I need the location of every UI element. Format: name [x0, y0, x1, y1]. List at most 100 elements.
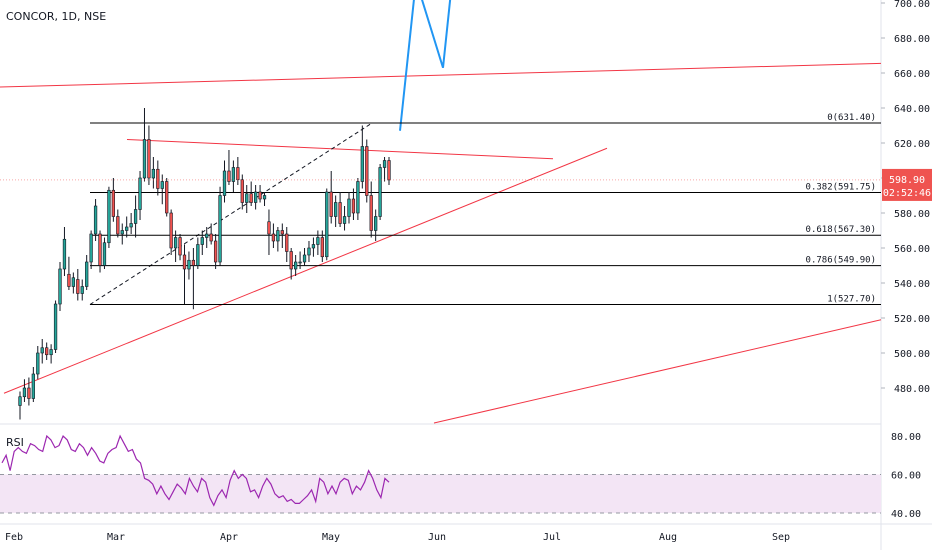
candle-body [187, 259, 191, 270]
candle-body [245, 193, 249, 203]
candle-body [280, 230, 284, 235]
candle [365, 139, 369, 203]
candle [111, 178, 115, 222]
candle-body [342, 216, 347, 224]
candle [196, 237, 200, 269]
candle [253, 185, 258, 210]
candle-body [338, 202, 342, 224]
candle-body [316, 237, 320, 245]
candle [62, 227, 67, 276]
candle [76, 269, 80, 301]
candle [245, 185, 249, 213]
candle [40, 339, 44, 364]
candle-body [289, 251, 293, 270]
candle-body [209, 233, 213, 242]
candle-body [227, 170, 231, 182]
candle [271, 223, 276, 248]
candle [85, 255, 89, 290]
candle [151, 157, 156, 189]
candle [93, 199, 98, 241]
candle [169, 209, 173, 255]
lower-channel-line [433, 319, 882, 424]
candle-body [267, 221, 271, 235]
candle-body [285, 233, 289, 252]
candle-body [365, 146, 369, 196]
candle-body [240, 179, 244, 203]
candle-body [85, 261, 89, 287]
chart-title: CONCOR, 1D, NSE [6, 10, 107, 23]
candle-body [165, 181, 169, 214]
candle [31, 367, 35, 402]
candle [378, 164, 382, 220]
candle-body [27, 387, 31, 399]
candle-body [356, 181, 360, 214]
price-tick-label: 620.00 [894, 139, 930, 150]
candle [298, 251, 302, 269]
candle [80, 279, 84, 301]
candle [178, 234, 182, 261]
candle [338, 192, 342, 227]
candle-body [31, 373, 35, 399]
last-price-value: 598.90 [889, 175, 925, 186]
candle-body [307, 247, 311, 256]
candle-body [49, 349, 53, 356]
rising-support-line [3, 147, 608, 394]
candle-body [191, 259, 196, 266]
candle-body [147, 139, 151, 179]
candle [27, 377, 31, 406]
candle-body [298, 261, 302, 264]
candle-body [196, 244, 200, 266]
candle-body [89, 233, 93, 263]
rsi-tick-label: 80.00 [891, 432, 921, 443]
candle-body [76, 279, 80, 294]
candle [200, 230, 204, 255]
rsi-band-fill [0, 474, 881, 513]
candle-body [133, 209, 138, 224]
candle [191, 248, 196, 310]
candle-body [200, 237, 204, 245]
candle [307, 241, 311, 262]
candle [209, 223, 213, 245]
candle [22, 379, 27, 402]
time-tick-label: Apr [220, 532, 238, 543]
price-tick-label: 480.00 [894, 384, 930, 395]
candle [320, 230, 324, 262]
rsi-tick-label: 40.00 [891, 509, 921, 520]
candle [218, 186, 222, 266]
price-tick-label: 500.00 [894, 349, 930, 360]
candle [138, 171, 142, 220]
top-resistance-line [0, 62, 882, 88]
candle [267, 209, 271, 255]
candle [316, 230, 320, 255]
fibonacci-levels: 0(631.40) 0.382(591.75) 0.618(567.30) 0.786… [90, 113, 881, 306]
candle [142, 108, 147, 182]
rsi-band [0, 474, 881, 514]
candle [236, 157, 240, 185]
candle-body [253, 191, 258, 203]
candle-body [222, 170, 227, 196]
candle-body [62, 238, 67, 270]
candle-body [311, 244, 316, 249]
candle [280, 223, 284, 248]
candle [18, 391, 22, 420]
candle [173, 230, 178, 262]
candle [360, 125, 364, 189]
candle-body [116, 216, 120, 235]
candle-body [369, 195, 373, 231]
candle-body [45, 347, 49, 356]
rsi-tick-label: 60.00 [891, 471, 921, 482]
price-tick-label: 640.00 [894, 104, 930, 115]
candle [258, 185, 262, 203]
time-tick-label: Feb [5, 532, 23, 543]
candle [276, 227, 280, 252]
candle [231, 160, 236, 192]
trend-lines [0, 0, 882, 424]
candle [102, 237, 107, 269]
candle [387, 157, 391, 185]
candle [213, 234, 218, 269]
candle-body [102, 242, 107, 266]
candle [120, 223, 124, 245]
candle [374, 209, 378, 241]
price-tick-label: 700.00 [894, 0, 930, 10]
